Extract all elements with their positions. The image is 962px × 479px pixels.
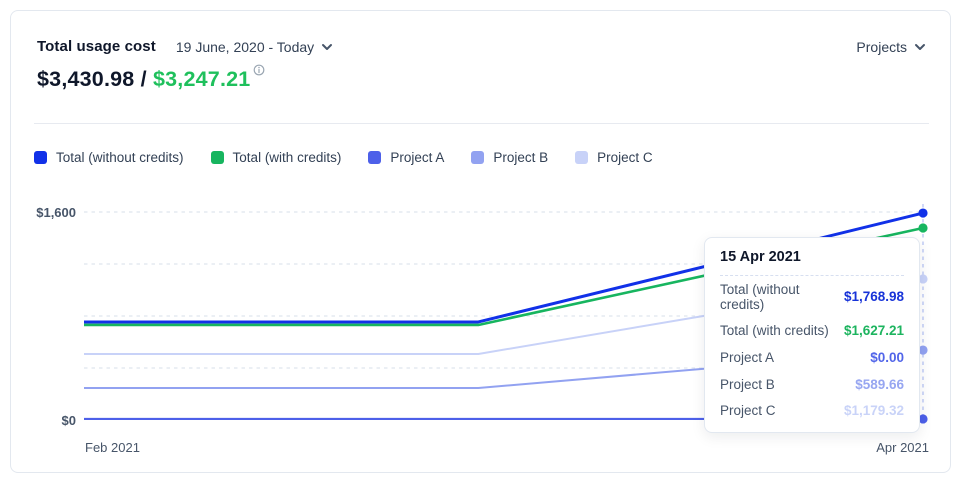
x-axis-tick-apr: Apr 2021	[876, 440, 929, 455]
legend-label: Total (without credits)	[56, 150, 184, 165]
legend-item-project-b[interactable]: Project B	[471, 150, 548, 165]
page-title: Total usage cost	[37, 38, 156, 55]
chevron-down-icon	[915, 43, 925, 50]
tooltip-row-value: $1,627.21	[843, 323, 904, 339]
amount-separator: /	[134, 67, 153, 91]
series-end-dot[interactable]	[918, 414, 928, 424]
tooltip-row-label: Total (without credits)	[720, 281, 800, 312]
card-header: Total usage cost 19 June, 2020 - Today P…	[37, 38, 926, 55]
header-divider	[34, 123, 929, 124]
legend-label: Project B	[493, 150, 549, 165]
series-end-dot[interactable]	[918, 345, 928, 355]
legend-label: Project C	[597, 150, 653, 165]
legend-swatch	[34, 151, 47, 164]
tooltip-row-value: $1,768.98	[843, 289, 904, 305]
date-range-dropdown[interactable]: 19 June, 2020 - Today	[176, 39, 333, 55]
series-end-dot[interactable]	[918, 223, 928, 233]
projects-dropdown[interactable]: Projects	[856, 39, 926, 55]
x-axis-tick-feb: Feb 2021	[85, 440, 140, 455]
tooltip-row-label: Project C	[720, 403, 776, 419]
legend-item-total-with-credits[interactable]: Total (with credits)	[210, 150, 342, 165]
usage-cost-card: Total usage cost 19 June, 2020 - Today P…	[10, 10, 951, 473]
legend-label: Project A	[390, 150, 445, 165]
series-end-dot[interactable]	[918, 208, 928, 218]
tooltip-row: Project A $0.00	[720, 344, 904, 371]
tooltip-row-value: $1,179.32	[843, 403, 904, 419]
total-with-credits-amount: $3,247.21	[152, 67, 251, 91]
tooltip-row-value: $589.66	[855, 376, 904, 392]
date-range-label: 19 June, 2020 - Today	[175, 38, 315, 55]
tooltip-row: Project B $589.66	[720, 371, 904, 398]
tooltip-row-label: Project B	[720, 376, 775, 392]
legend-swatch	[368, 151, 382, 164]
legend-item-project-a[interactable]: Project A	[368, 150, 444, 165]
legend-swatch	[471, 151, 485, 164]
chevron-down-icon	[322, 43, 333, 50]
series-end-dot[interactable]	[918, 274, 928, 284]
y-axis-tick-max: $1,600	[36, 205, 76, 220]
legend-label: Total (with credits)	[232, 150, 342, 165]
chart-legend: Total (without credits) Total (with cred…	[34, 150, 653, 165]
tooltip-row-label: Total (with credits)	[720, 323, 829, 339]
y-axis-tick-zero: $0	[61, 413, 76, 428]
tooltip-row: Total (with credits) $1,627.21	[720, 318, 904, 345]
info-circle-icon[interactable]	[253, 64, 265, 76]
legend-swatch	[575, 151, 589, 164]
legend-item-total-without-credits[interactable]: Total (without credits)	[34, 150, 184, 165]
legend-item-project-c[interactable]: Project C	[575, 150, 653, 165]
legend-swatch	[210, 151, 224, 164]
tooltip-row-value: $0.00	[870, 349, 904, 365]
chart-tooltip: 15 Apr 2021 Total (without credits) $1,7…	[704, 237, 920, 433]
projects-dropdown-label: Projects	[856, 38, 907, 55]
tooltip-row: Total (without credits) $1,768.98	[720, 276, 904, 318]
summary-amounts: $3,430.98 / $3,247.21	[37, 64, 265, 92]
total-without-credits-amount: $3,430.98	[37, 67, 135, 91]
tooltip-divider	[720, 275, 904, 276]
tooltip-date: 15 Apr 2021	[720, 249, 801, 265]
tooltip-row-label: Project A	[720, 349, 775, 365]
tooltip-row: Project C $1,179.32	[720, 397, 904, 424]
